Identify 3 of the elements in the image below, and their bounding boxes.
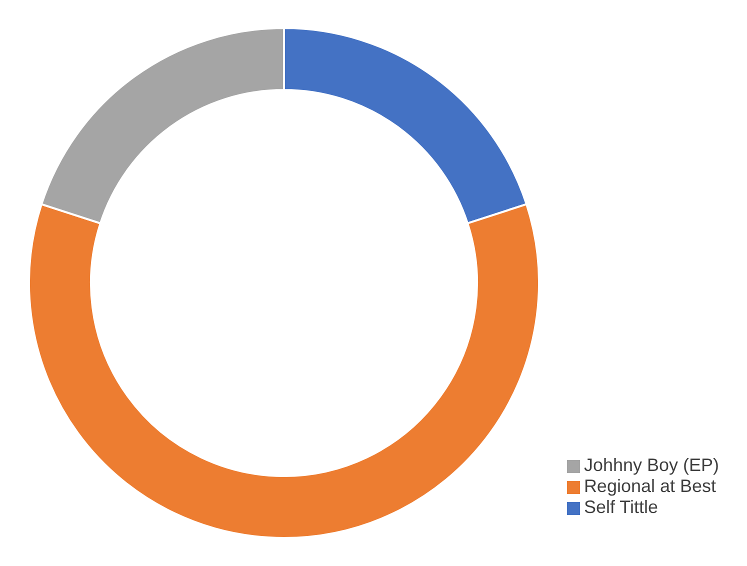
legend-label: Johhny Boy (EP)	[584, 455, 719, 475]
legend-label: Regional at Best	[584, 476, 716, 496]
legend-label: Self Tittle	[584, 497, 658, 517]
